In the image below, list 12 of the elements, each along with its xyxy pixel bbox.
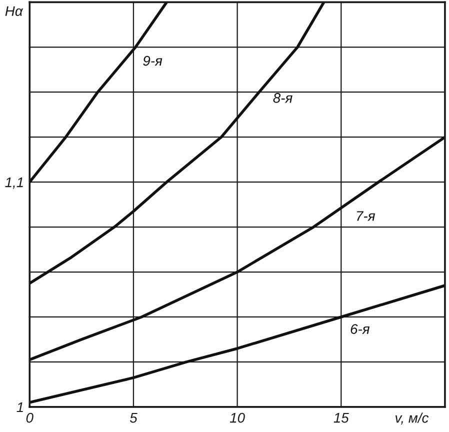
x-tick-label: 5 [130, 413, 138, 423]
series-label: 8-я [273, 93, 292, 103]
series-label: 9-я [143, 56, 162, 66]
x-tick-label: 10 [230, 412, 245, 423]
y-axis-title: Hα [5, 6, 24, 16]
series-label: 7-я [356, 211, 376, 221]
x-axis-title: v, м/с [396, 412, 429, 424]
x-tick-label: 0 [26, 412, 34, 423]
y-tick-label: 1 [16, 402, 23, 412]
x-tick-label: 15 [334, 413, 349, 423]
series-label: 6-я [350, 324, 370, 334]
y-tick-label: 1,1 [5, 178, 23, 189]
